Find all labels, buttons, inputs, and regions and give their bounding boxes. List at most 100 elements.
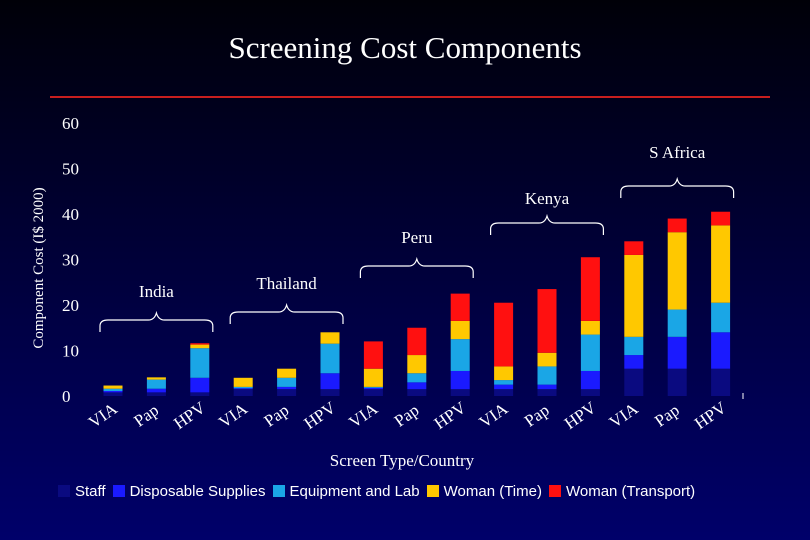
- y-tick-label: 10: [62, 342, 79, 361]
- legend-swatch: [548, 485, 561, 497]
- legend-label: Staff: [75, 482, 106, 500]
- legend-item: Woman (Time): [426, 482, 542, 500]
- bar-segment-staff: [711, 368, 731, 396]
- group-brace: [99, 310, 214, 332]
- bar-segment-equipment-and-lab: [233, 386, 253, 389]
- bar-segment-woman-transport: [363, 341, 383, 369]
- group-label: Thailand: [256, 274, 317, 293]
- bar-segment-staff: [450, 389, 470, 396]
- bar-segment-equipment-and-lab: [146, 379, 166, 389]
- bar-segment-equipment-and-lab: [494, 380, 514, 385]
- bar-segment-woman-transport: [667, 218, 687, 233]
- bar-segment-equipment-and-lab: [667, 309, 687, 337]
- bar-segment-disposable-supplies: [494, 384, 514, 390]
- bar-segment-equipment-and-lab: [450, 339, 470, 371]
- legend-item: Staff: [58, 483, 106, 500]
- bar-segment-staff: [537, 389, 557, 396]
- x-tick-label: Pap: [261, 400, 293, 430]
- bar-segment-staff: [146, 392, 166, 396]
- bar-segment-woman-transport: [190, 343, 210, 345]
- y-tick-label: 20: [62, 296, 79, 315]
- bar-segment-staff: [190, 392, 210, 396]
- x-tick-label: HPV: [170, 398, 209, 433]
- legend-item: Woman (Transport): [548, 482, 696, 500]
- bar-segment-disposable-supplies: [580, 370, 600, 390]
- x-tick-label: VIA: [215, 399, 251, 432]
- bar-segment-disposable-supplies: [537, 384, 557, 390]
- bar-segment-woman-time: [624, 254, 644, 337]
- legend-swatch: [112, 485, 125, 497]
- bar-segment-woman-transport: [494, 302, 514, 367]
- group-brace: [620, 176, 735, 198]
- bar-segment-staff: [407, 389, 427, 396]
- x-tick-label: HPV: [691, 398, 730, 433]
- group-label: Peru: [401, 228, 433, 247]
- bar-segment-staff: [494, 389, 514, 396]
- bar-segment-staff: [363, 389, 383, 396]
- bar-segment-equipment-and-lab: [407, 373, 427, 383]
- bar-segment-woman-time: [580, 320, 600, 335]
- bar-segment-equipment-and-lab: [190, 348, 210, 378]
- bar-segment-staff: [103, 392, 123, 396]
- bar-segment-woman-time: [146, 377, 166, 380]
- legend-label: Equipment and Lab: [289, 482, 420, 500]
- group-label: India: [139, 282, 174, 301]
- bar-segment-woman-time: [233, 377, 253, 387]
- chart-legend: Staff Disposable Supplies Equipment and La…: [58, 481, 702, 501]
- bar-segment-disposable-supplies: [233, 388, 253, 390]
- bar-segment-woman-time: [711, 225, 731, 303]
- x-tick-label: Pap: [521, 400, 553, 430]
- bar-segment-disposable-supplies: [320, 373, 340, 390]
- bar-segment-woman-transport: [580, 257, 600, 321]
- y-tick-label: 40: [62, 205, 79, 224]
- bar-segment-staff: [667, 368, 687, 396]
- bar-segment-staff: [624, 368, 644, 396]
- legend-swatch: [272, 485, 285, 497]
- group-label: S Africa: [649, 143, 706, 162]
- bar-segment-woman-time: [407, 355, 427, 374]
- bar-segment-woman-transport: [450, 293, 470, 321]
- legend-swatch: [426, 485, 439, 497]
- legend-item: Disposable Supplies: [112, 483, 266, 500]
- bar-segment-woman-time: [537, 352, 557, 367]
- bar-segment-disposable-supplies: [711, 332, 731, 369]
- x-tick-label: VIA: [606, 399, 642, 432]
- bar-segment-disposable-supplies: [450, 370, 470, 390]
- bar-segment-staff: [580, 389, 600, 396]
- bar-segment-woman-transport: [407, 327, 427, 356]
- bar-segment-equipment-and-lab: [363, 386, 383, 388]
- x-tick-label: HPV: [300, 398, 339, 433]
- y-tick-label: 60: [62, 114, 79, 133]
- group-brace: [359, 256, 474, 278]
- bar-segment-woman-time: [494, 366, 514, 381]
- legend-item: Equipment and Lab: [272, 482, 420, 500]
- bar-segment-woman-transport: [537, 289, 557, 353]
- bar-segment-equipment-and-lab: [277, 377, 297, 387]
- legend-label: Woman (Time): [443, 482, 542, 500]
- bar-segment-woman-transport: [624, 241, 644, 255]
- bar-segment-woman-time: [320, 332, 340, 344]
- y-tick-label: 50: [62, 160, 79, 179]
- bar-segment-staff: [320, 389, 340, 396]
- bar-segment-woman-time: [103, 385, 123, 389]
- bar-segment-disposable-supplies: [363, 387, 383, 390]
- chart-title: Screening Cost Components: [228, 30, 582, 65]
- bar-segment-staff: [277, 389, 297, 396]
- bar-segment-woman-transport: [711, 211, 731, 226]
- y-tick-label: 0: [62, 387, 71, 406]
- x-axis-label: Screen Type/Country: [330, 451, 475, 470]
- group-brace: [229, 302, 344, 324]
- legend-label: Woman (Transport): [565, 482, 696, 500]
- bar-segment-staff: [233, 389, 253, 396]
- group-label: Kenya: [525, 189, 570, 208]
- y-tick-label: 30: [62, 251, 79, 270]
- bar-segment-equipment-and-lab: [624, 336, 644, 356]
- bar-segment-disposable-supplies: [407, 382, 427, 390]
- bar-segment-woman-time: [363, 368, 383, 387]
- bar-segment-woman-time: [667, 232, 687, 310]
- x-tick-label: HPV: [431, 398, 470, 433]
- group-brace: [490, 213, 604, 235]
- bar-segment-equipment-and-lab: [537, 366, 557, 385]
- x-tick-label: VIA: [476, 399, 512, 432]
- bar-segment-woman-time: [277, 368, 297, 378]
